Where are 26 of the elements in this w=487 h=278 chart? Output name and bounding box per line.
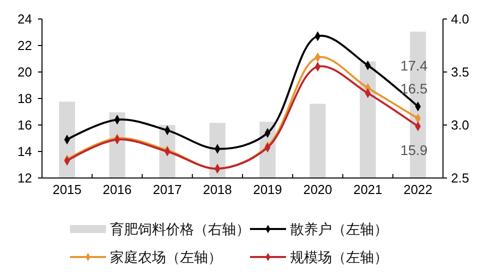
x-tick-label: 2015 xyxy=(52,182,82,197)
x-tick-label: 2021 xyxy=(353,182,382,197)
annotation: 17.4 xyxy=(400,57,428,74)
x-tick-label: 2019 xyxy=(253,182,282,197)
y-tick-label: 14 xyxy=(18,144,32,160)
x-tick-label: 2017 xyxy=(152,182,182,197)
x-tick-label: 2022 xyxy=(403,182,432,197)
y2-tick-label: 3.0 xyxy=(451,118,470,133)
y2-tick-label: 4.0 xyxy=(451,12,470,27)
y-tick-label: 12 xyxy=(18,170,32,186)
x-tick-label: 2020 xyxy=(303,182,332,197)
x-tick-label: 2016 xyxy=(102,182,132,197)
annotation: 16.5 xyxy=(400,80,428,96)
legend-label: 散养户（左轴） xyxy=(290,220,388,237)
annotation: 15.9 xyxy=(400,142,428,158)
y-tick-label: 16 xyxy=(18,118,32,133)
x-tick-label: 2018 xyxy=(202,182,232,197)
y2-tick-label: 3.5 xyxy=(451,64,470,80)
y-tick-label: 24 xyxy=(18,12,32,27)
y-tick-label: 20 xyxy=(18,64,32,80)
y-tick-label: 22 xyxy=(18,38,32,54)
y2-tick-label: 2.5 xyxy=(451,170,470,186)
legend-label: 家庭农场（左轴） xyxy=(110,248,222,265)
y-tick-label: 18 xyxy=(18,91,32,106)
legend-label: 规模场（左轴） xyxy=(290,248,388,265)
legend-label: 育肥饲料价格（右轴） xyxy=(110,220,250,237)
